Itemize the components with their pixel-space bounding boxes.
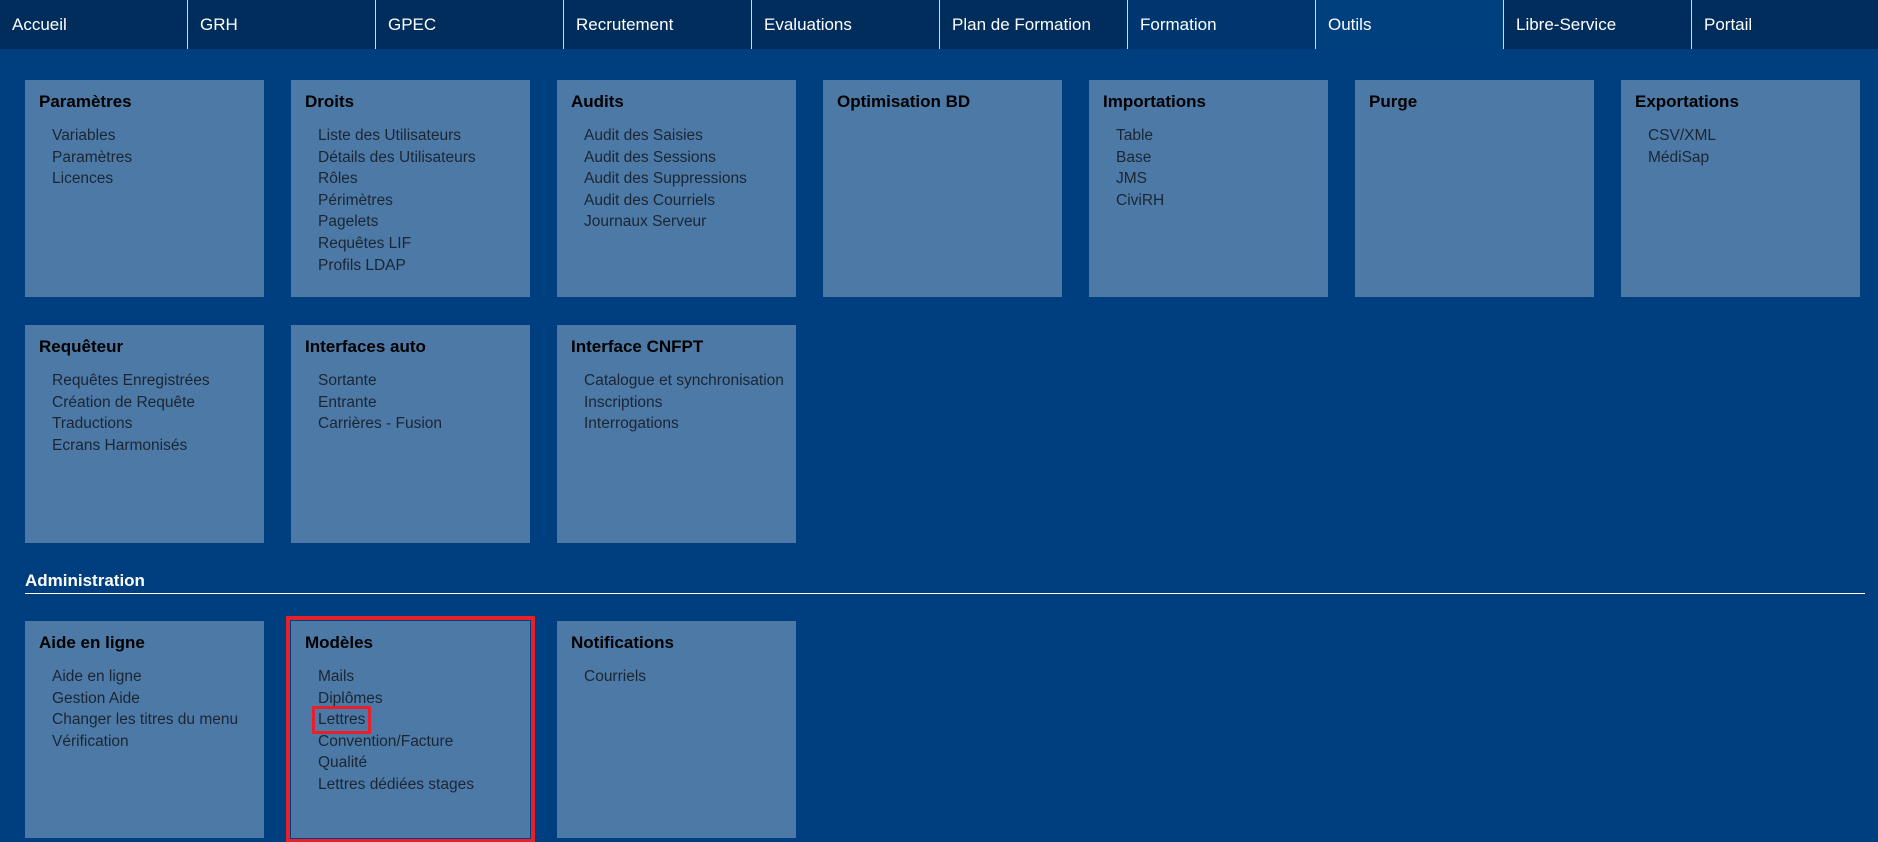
menu-card-interface-cnfpt: Interface CNFPT Catalogue et synchronisat… [557,325,796,543]
nav-tab-evaluations[interactable]: Evaluations [752,0,940,49]
menu-link-parametres[interactable]: Paramètres [52,148,133,166]
menu-link-liste-des-utilisateurs[interactable]: Liste des Utilisateurs [318,127,462,144]
menu-link-table[interactable]: Table [1116,127,1154,144]
menu-card-purge: Purge [1355,80,1594,297]
menu-link-carrieres-fusion[interactable]: Carrières - Fusion [318,415,443,433]
nav-tab-formation[interactable]: Formation [1128,0,1316,49]
menu-link-inscriptions[interactable]: Inscriptions [584,393,663,411]
card-title: Importations [1103,92,1206,111]
card-title: Exportations [1635,92,1739,111]
card-title: Interfaces auto [305,337,426,356]
menu-link-profils-ldap[interactable]: Profils LDAP [318,256,406,274]
card-title: Modèles [305,633,374,652]
menu-link-courriels[interactable]: Courriels [584,668,647,685]
nav-tab-libre-service[interactable]: Libre-Service [1504,0,1692,49]
menu-link-diplomes[interactable]: Diplômes [318,689,383,707]
menu-card-optimisation-bd: Optimisation BD [823,80,1062,297]
menu-link-lettres[interactable]: Lettres [311,706,372,734]
menu-link-licences[interactable]: Licences [52,170,114,188]
card-title: Droits [305,92,355,111]
card-title: Aide en ligne [39,633,145,652]
menu-link-sortante[interactable]: Sortante [318,372,377,389]
nav-tab-outils[interactable]: Outils [1316,0,1504,49]
nav-tab-accueil[interactable]: Accueil [0,0,188,49]
menu-card-exportations: Exportations CSV/XML MédiSap [1621,80,1860,297]
menu-link-gestion-aide[interactable]: Gestion Aide [52,689,140,707]
menu-link-medisap[interactable]: MédiSap [1648,148,1710,166]
card-title: Requêteur [39,337,124,356]
menu-link-audit-des-saisies[interactable]: Audit des Saisies [584,127,703,144]
menu-link-civirh[interactable]: CiviRH [1116,191,1165,209]
menu-link-entrante[interactable]: Entrante [318,393,377,411]
menu-link-creation-de-requete[interactable]: Création de Requête [52,393,196,411]
menu-link-interrogations[interactable]: Interrogations [584,415,679,433]
menu-link-lettres-dediees-stages[interactable]: Lettres dédiées stages [318,775,474,793]
menu-link-journaux-serveur[interactable]: Journaux Serveur [584,213,707,231]
menu-link-aide-en-ligne[interactable]: Aide en ligne [52,668,142,685]
nav-tab-portail[interactable]: Portail [1704,15,1753,34]
card-title: Paramètres [39,92,132,111]
menu-card-droits: Droits Liste des Utilisateurs Détails des … [291,80,530,297]
menu-card-aide-en-ligne: Aide en ligne Aide en ligne Gestion Aide Ch… [25,621,264,838]
menu-link-mails[interactable]: Mails [318,668,355,685]
nav-tab-gpec[interactable]: GPEC [376,0,564,49]
menu-link-csv-xml[interactable]: CSV/XML [1648,127,1717,144]
menu-link-requetes-enregistrees[interactable]: Requêtes Enregistrées [52,372,210,389]
menu-link-traductions[interactable]: Traductions [52,415,133,433]
nav-tab-grh[interactable]: GRH [188,0,376,49]
menu-link-variables[interactable]: Variables [52,127,116,144]
section-title-administration: Administration [25,571,1865,594]
nav-tab-recrutement[interactable]: Recrutement [564,0,752,49]
menu-link-catalogue-et-synchronisation[interactable]: Catalogue et synchronisation [584,372,784,389]
nav-tab-plan-de-formation[interactable]: Plan de Formation [940,0,1128,49]
menu-link-jms[interactable]: JMS [1116,170,1147,188]
menu-link-audit-des-suppressions[interactable]: Audit des Suppressions [584,170,747,188]
menu-card-audits: Audits Audit des Saisies Audit des Session… [557,80,796,297]
card-title: Interface CNFPT [571,337,704,356]
menu-link-convention-facture[interactable]: Convention/Facture [318,732,454,750]
menu-link-qualite[interactable]: Qualité [318,754,368,772]
menu-card-interfaces-auto: Interfaces auto Sortante Entrante Carrières… [291,325,530,543]
menu-link-details-des-utilisateurs[interactable]: Détails des Utilisateurs [318,148,476,166]
top-nav: Accueil GRH GPEC Recrutement Evaluations Plan… [0,0,1878,49]
menu-card-parametres: Paramètres Variables Paramètres Licences [25,80,264,297]
menu-link-ecrans-harmonises[interactable]: Ecrans Harmonisés [52,436,188,454]
card-title: Notifications [571,633,674,652]
menu-link-changer-les-titres-du-menu[interactable]: Changer les titres du menu [52,711,239,729]
card-title: Optimisation BD [837,92,971,111]
menu-link-audit-des-courriels[interactable]: Audit des Courriels [584,191,715,209]
menu-link-verification[interactable]: Vérification [52,732,129,750]
menu-card-notifications: Notifications Courriels [557,621,796,838]
menu-card-modeles: Modèles Mails Diplômes Lettres Convention/Fa… [286,616,535,842]
menu-link-pagelets[interactable]: Pagelets [318,213,379,231]
card-title: Audits [571,92,624,111]
menu-card-requeteur: Requêteur Requêtes Enregistrées Création d… [25,325,264,543]
menu-card-importations: Importations Table Base JMS CiviRH [1089,80,1328,297]
menu-link-audit-des-sessions[interactable]: Audit des Sessions [584,148,716,166]
menu-link-roles[interactable]: Rôles [318,170,358,188]
menu-link-requetes-lif[interactable]: Requêtes LIF [318,234,412,252]
menu-link-base[interactable]: Base [1116,148,1152,166]
menu-link-perimetres[interactable]: Périmètres [318,191,393,209]
card-title: Purge [1369,92,1418,111]
